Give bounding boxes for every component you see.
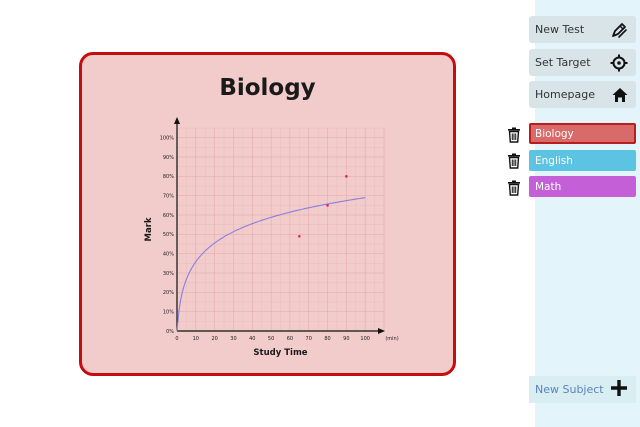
x-tick-label: 80 [324, 336, 330, 342]
subject-card: Biology 0% 10% 20% 30% 40% 50% 60% 70% 80% 90% 100… [79, 52, 456, 376]
subject-item-english[interactable]: English [529, 150, 636, 171]
y-tick-label: 60% [163, 213, 174, 219]
x-tick-label: 30 [230, 336, 236, 342]
x-tick-label: 90 [343, 336, 349, 342]
y-axis-title: Mark [144, 217, 154, 241]
x-tick-label: 50 [268, 336, 274, 342]
plus-icon [610, 379, 628, 400]
x-axis-title: Study Time [253, 348, 307, 358]
y-tick-label: 0% [166, 329, 174, 335]
homepage-button[interactable]: Homepage [529, 81, 636, 108]
new-subject-button[interactable]: New Subject [529, 376, 636, 403]
trend-line [176, 197, 366, 332]
x-tick-label: 0 [175, 336, 178, 342]
new-test-button[interactable]: New Test [529, 16, 636, 43]
homepage-label: Homepage [535, 88, 595, 101]
delete-biology-trash-icon[interactable] [507, 127, 521, 143]
delete-math-trash-icon[interactable] [507, 180, 521, 196]
set-target-label: Set Target [535, 56, 591, 69]
x-tick-label: 20 [211, 336, 217, 342]
x-tick-label: 70 [306, 336, 312, 342]
data-point [345, 175, 348, 178]
new-test-label: New Test [535, 23, 585, 36]
set-target-button[interactable]: Set Target [529, 49, 636, 76]
pencil-icon [610, 21, 628, 39]
data-point [326, 204, 329, 207]
crosshair-icon [610, 54, 628, 72]
y-tick-label: 80% [163, 174, 174, 180]
subject-label: Biology [535, 127, 574, 140]
subject-item-math[interactable]: Math [529, 176, 636, 197]
y-tick-label: 10% [163, 309, 174, 315]
new-subject-label: New Subject [535, 383, 604, 396]
data-point [298, 234, 301, 238]
y-tick-label: 50% [163, 232, 174, 238]
y-tick-label: 70% [163, 193, 174, 199]
x-tick-label: 100 [360, 336, 370, 342]
delete-english-trash-icon[interactable] [507, 153, 521, 169]
home-icon [612, 87, 628, 103]
subject-label: Math [535, 180, 562, 193]
x-unit-label: (min) [385, 336, 398, 342]
y-axis-arrow [174, 117, 180, 124]
y-tick-label: 40% [163, 251, 174, 257]
x-tick-label: 10 [193, 336, 199, 342]
page-title: Biology [219, 75, 316, 101]
subject-item-biology[interactable]: Biology [529, 123, 636, 144]
subject-label: English [535, 154, 573, 167]
y-tick-label: 20% [163, 290, 174, 296]
x-axis-arrow [378, 328, 385, 334]
y-tick-label: 30% [163, 271, 174, 277]
x-tick-label: 40 [249, 336, 255, 342]
y-tick-label: 90% [163, 155, 174, 161]
x-tick-label: 60 [287, 336, 293, 342]
progress-chart: 0% 10% 20% 30% 40% 50% 60% 70% 80% 90% 100% 0 10 20 30… [144, 117, 399, 358]
y-tick-label: 100% [160, 135, 175, 141]
